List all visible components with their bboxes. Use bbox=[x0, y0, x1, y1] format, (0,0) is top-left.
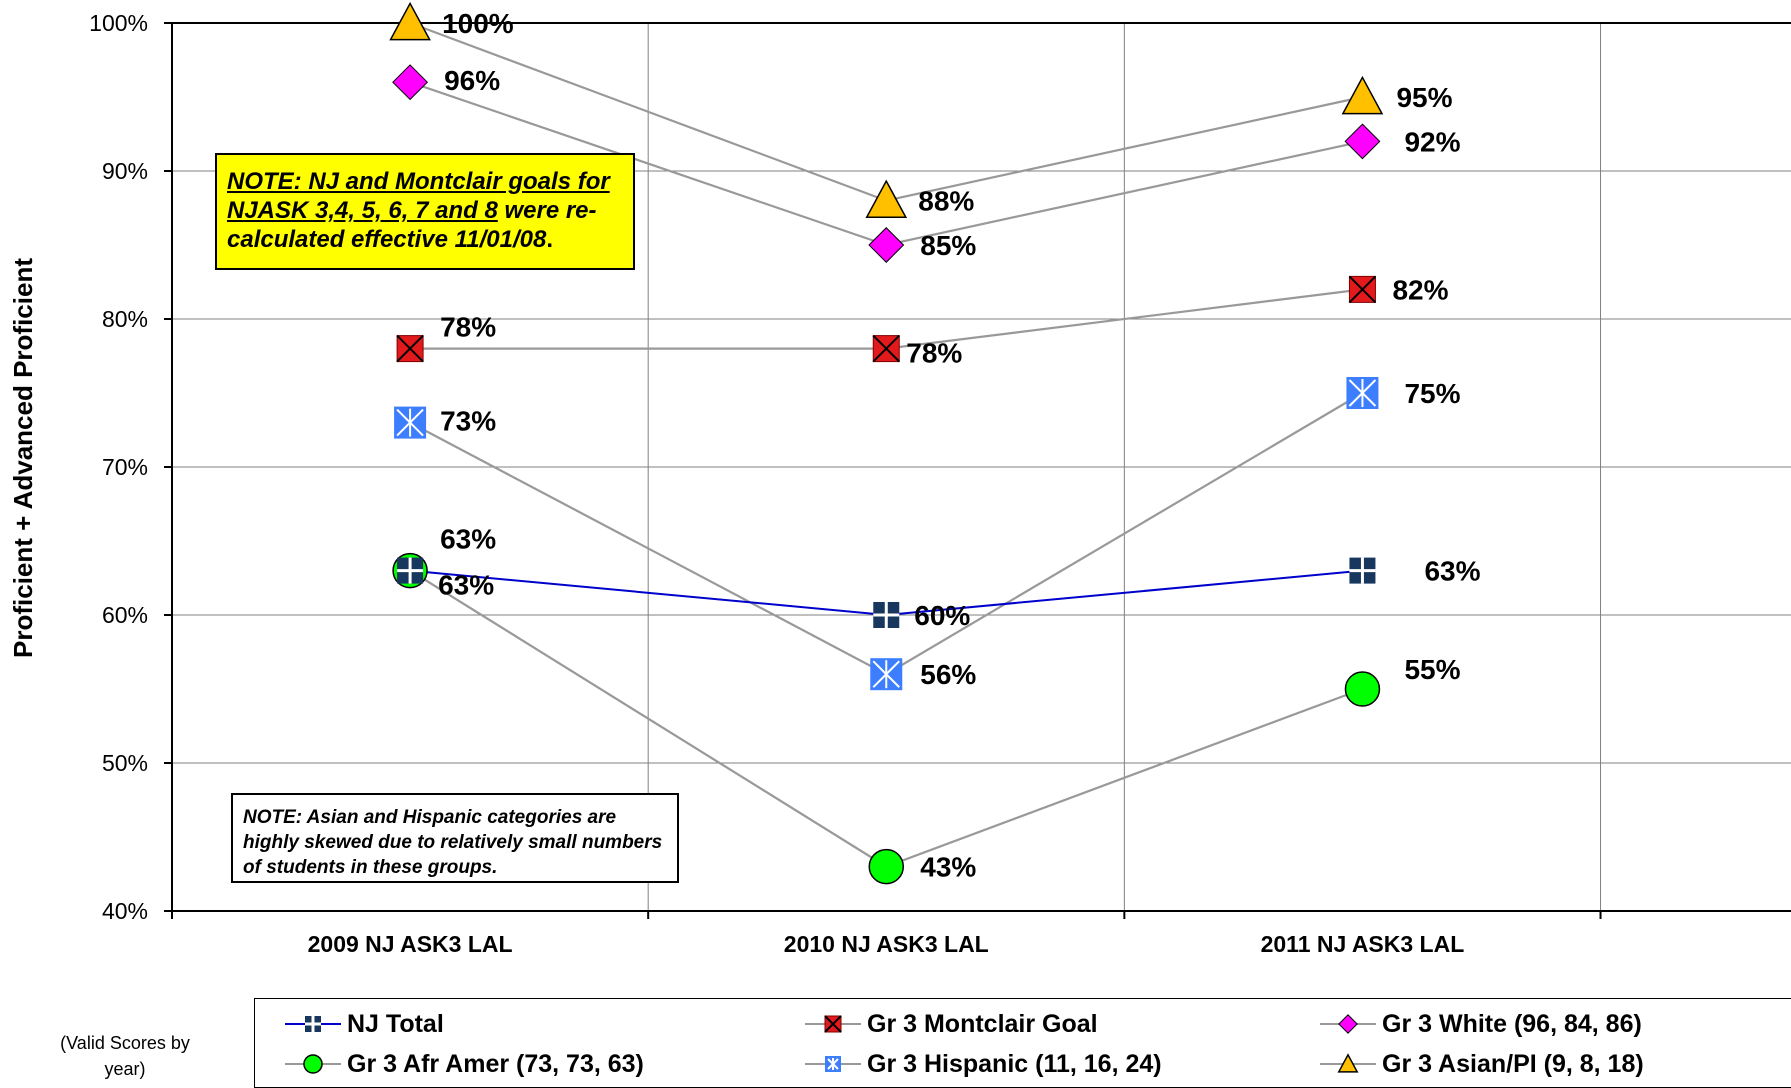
data-point-marker bbox=[394, 406, 427, 439]
x-category-label: 2009 NJ ASK3 LAL bbox=[308, 931, 513, 957]
data-point-marker bbox=[865, 179, 908, 218]
data-label: 95% bbox=[1396, 82, 1452, 113]
data-label: 92% bbox=[1404, 126, 1460, 157]
legend-label: NJ Total bbox=[347, 1009, 444, 1038]
legend-item: Gr 3 White (96, 84, 86) bbox=[1318, 1009, 1642, 1039]
data-point-marker bbox=[868, 848, 905, 885]
legend-item: Gr 3 Hispanic (11, 16, 24) bbox=[803, 1049, 1162, 1079]
data-label: 100% bbox=[442, 8, 514, 39]
legend-swatch bbox=[285, 1016, 341, 1032]
y-tick-label: 60% bbox=[102, 602, 148, 628]
goal-note-underlined: NOTE: NJ and Montclair goals for NJASK 3… bbox=[227, 168, 610, 224]
y-tick-label: 100% bbox=[89, 10, 148, 36]
data-label: 78% bbox=[440, 312, 496, 343]
data-label: 75% bbox=[1404, 378, 1460, 409]
sample-size-note: NOTE: Asian and Hispanic categories are … bbox=[243, 807, 663, 878]
series-lines bbox=[409, 21, 1364, 868]
sample-size-note-box: NOTE: Asian and Hispanic categories are … bbox=[231, 793, 679, 883]
legend-swatch bbox=[805, 1015, 861, 1033]
data-point-marker bbox=[873, 602, 900, 628]
data-point-marker bbox=[1348, 275, 1377, 304]
data-label: 88% bbox=[918, 186, 974, 217]
data-label: 78% bbox=[906, 338, 962, 369]
data-point-marker bbox=[1344, 671, 1381, 707]
data-label: 63% bbox=[438, 570, 494, 601]
goal-note-end: . bbox=[546, 226, 553, 253]
legend-label: Gr 3 Hispanic (11, 16, 24) bbox=[867, 1049, 1162, 1078]
x-category-label: 2011 NJ ASK3 LAL bbox=[1261, 931, 1465, 957]
data-label: 73% bbox=[440, 406, 496, 437]
y-tick-labels: 40% 50% 60% 70% 80% 90% 100% bbox=[89, 10, 148, 924]
series-line bbox=[409, 392, 1364, 676]
legend-swatch bbox=[1320, 1014, 1376, 1034]
data-point-marker bbox=[870, 658, 903, 691]
data-point-marker bbox=[1344, 123, 1381, 160]
legend-label: Gr 3 Afr Amer (73, 73, 63) bbox=[347, 1049, 644, 1078]
data-point-marker bbox=[1349, 557, 1376, 584]
data-point-marker bbox=[868, 227, 905, 263]
valid-scores-label: (Valid Scores by year) bbox=[60, 1033, 190, 1079]
goal-note-rest: were re-calculated effective 11/01/08 bbox=[227, 197, 597, 253]
data-label: 43% bbox=[920, 852, 976, 883]
data-point-marker bbox=[1346, 377, 1379, 409]
legend-item: NJ Total bbox=[283, 1009, 444, 1039]
legend-label: Gr 3 Asian/PI (9, 8, 18) bbox=[1382, 1049, 1644, 1078]
data-label: 60% bbox=[914, 600, 970, 631]
data-point-marker bbox=[872, 334, 900, 363]
data-label: 63% bbox=[1424, 556, 1480, 587]
legend-swatch bbox=[285, 1054, 341, 1074]
y-tick-label: 80% bbox=[102, 306, 148, 332]
data-labels: 63% 60% 63% 78% 78% 82% 96% 85% 92% 63% 43% 55% 73% 5… bbox=[438, 8, 1480, 883]
data-point-marker bbox=[389, 1, 431, 41]
legend-label: Gr 3 Montclair Goal bbox=[867, 1009, 1098, 1038]
axes bbox=[164, 22, 1791, 919]
data-label: 85% bbox=[920, 230, 976, 261]
data-point-marker bbox=[396, 334, 424, 363]
y-axis-label: Proficient + Advanced Proficient bbox=[8, 258, 38, 658]
goal-note-box: NOTE: NJ and Montclair goals for NJASK 3… bbox=[215, 153, 635, 270]
x-category-label: 2010 NJ ASK3 LAL bbox=[784, 931, 989, 957]
legend-item: Gr 3 Asian/PI (9, 8, 18) bbox=[1318, 1049, 1644, 1079]
legend: NJ Total Gr 3 Montclair Goal Gr 3 White (9… bbox=[254, 998, 1791, 1088]
series-markers bbox=[389, 1, 1384, 885]
legend-item: Gr 3 Afr Amer (73, 73, 63) bbox=[283, 1049, 644, 1079]
data-label: 96% bbox=[444, 65, 500, 96]
legend-swatch bbox=[1320, 1053, 1376, 1073]
data-label: 63% bbox=[440, 524, 496, 555]
data-point-marker bbox=[397, 557, 424, 584]
x-category-labels: 2009 NJ ASK3 LAL 2010 NJ ASK3 LAL 2011 NJ … bbox=[308, 931, 1465, 957]
data-label: 56% bbox=[920, 659, 976, 690]
y-tick-label: 70% bbox=[102, 454, 148, 480]
legend-item: Gr 3 Montclair Goal bbox=[803, 1009, 1098, 1039]
y-tick-label: 50% bbox=[102, 750, 148, 776]
y-tick-label: 90% bbox=[102, 158, 148, 184]
y-tick-label: 40% bbox=[102, 898, 148, 924]
data-point-marker bbox=[1341, 75, 1384, 115]
legend-swatch bbox=[805, 1056, 861, 1072]
data-label: 55% bbox=[1404, 654, 1460, 685]
data-label: 82% bbox=[1392, 274, 1448, 305]
data-point-marker bbox=[392, 64, 429, 101]
legend-label: Gr 3 White (96, 84, 86) bbox=[1382, 1009, 1642, 1038]
